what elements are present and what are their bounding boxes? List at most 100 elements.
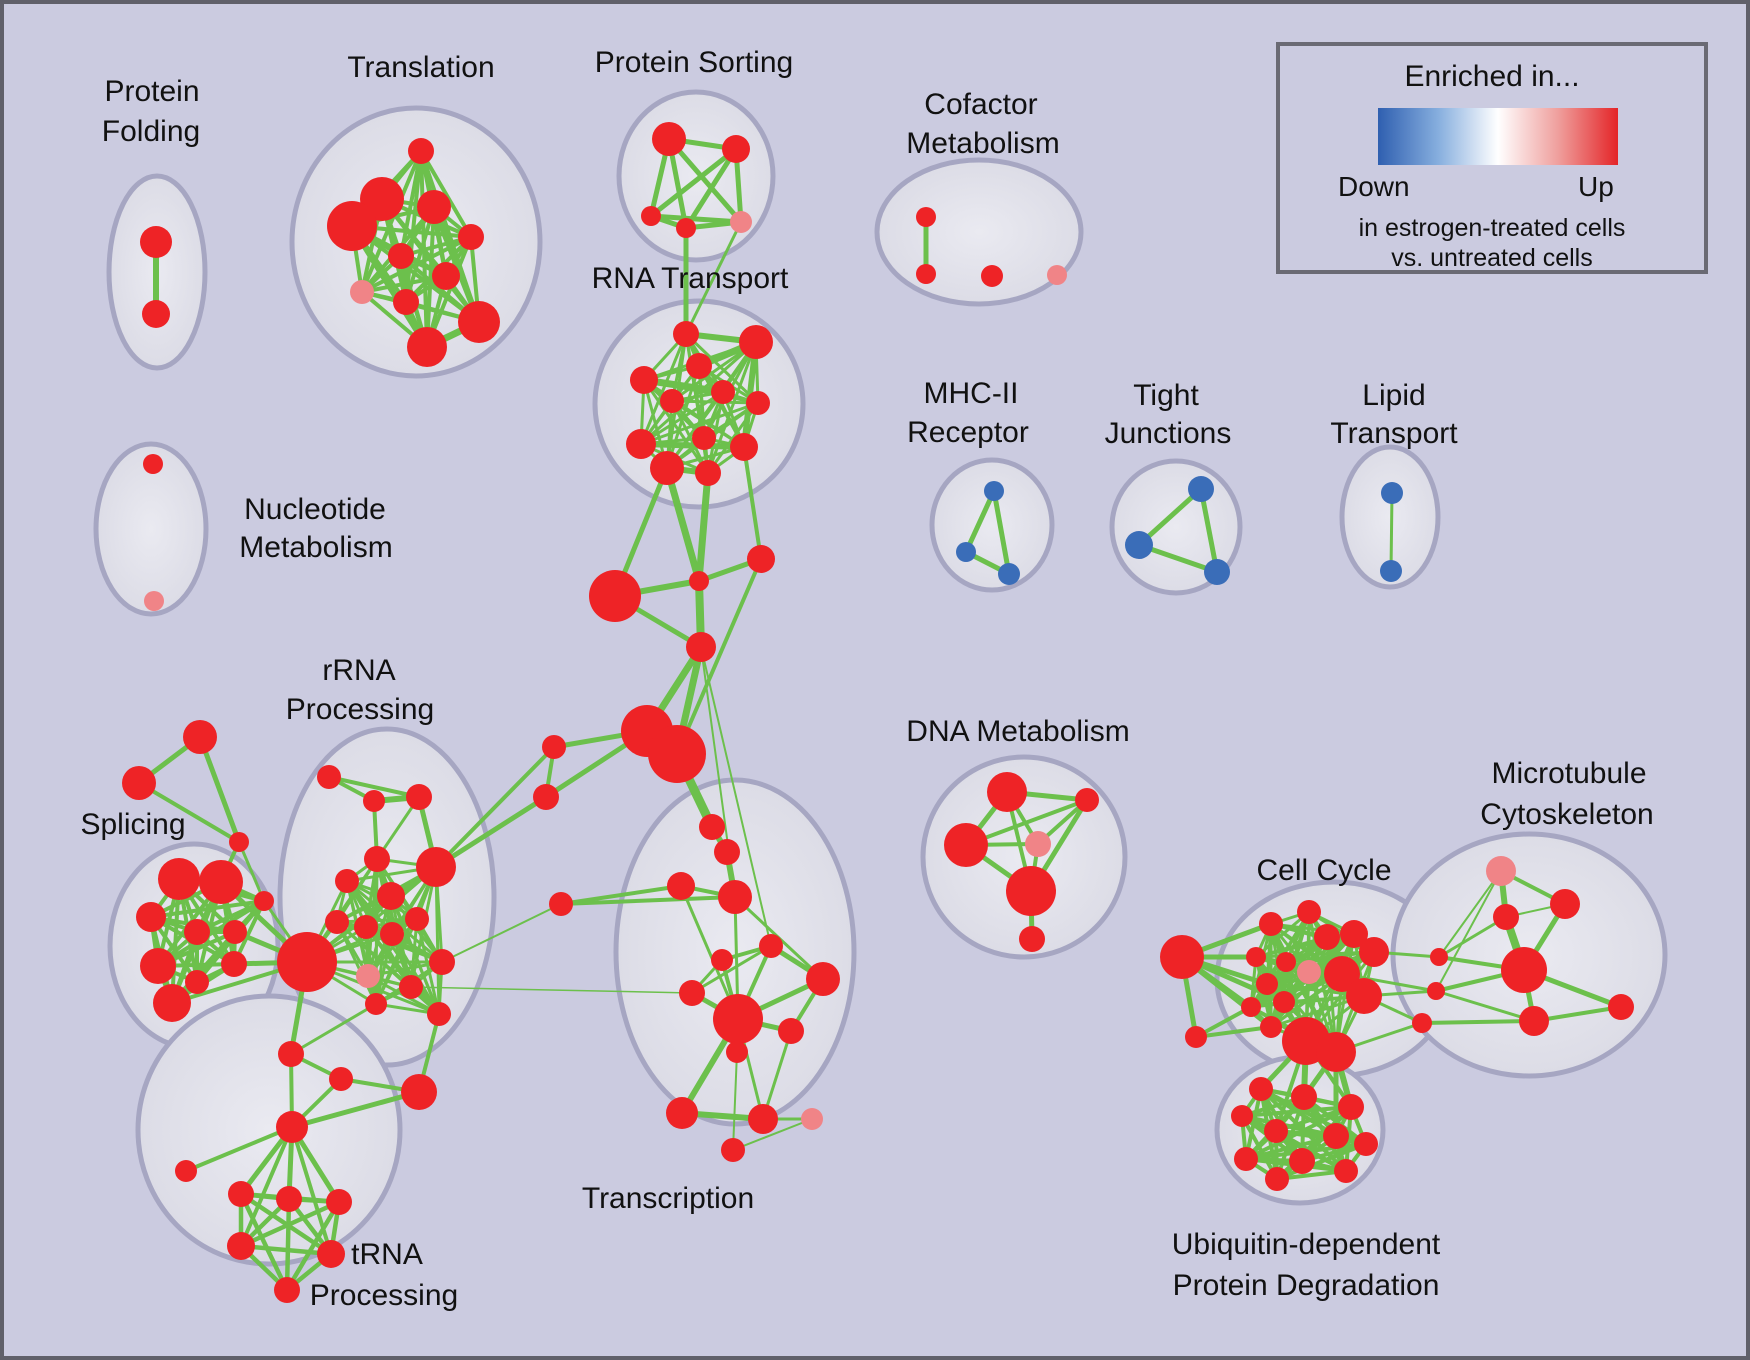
gene-set-node-dm6 [1019,926,1045,952]
gene-set-node-mt6 [1608,994,1634,1020]
gene-set-node-mt1 [1486,856,1516,886]
gene-set-node-cc11 [1346,978,1382,1014]
gene-set-node-tx11 [726,1041,748,1063]
gene-set-node-ub8 [1234,1147,1258,1171]
gene-set-node-rr7 [377,882,405,910]
network-edge [434,745,556,869]
gene-set-node-rt2 [739,325,773,359]
network-edge [335,917,419,924]
network-edge [238,1243,334,1257]
cluster-label-nucleotide-metabolism: Nucleotide [244,493,386,526]
gene-set-node-sp2 [199,860,243,904]
gene-set-node-dm1 [987,772,1027,812]
gene-set-node-tx14 [801,1108,823,1130]
cluster-label-cell-cycle: Cell Cycle [1256,854,1391,887]
gene-set-node-tr3 [417,190,451,224]
network-edge [156,899,266,968]
gene-set-node-rt11 [650,451,684,485]
network-edge [663,464,703,585]
network-edge [639,390,725,446]
network-edge [690,944,773,995]
network-edge [137,781,241,844]
gene-set-node-tr11 [407,327,447,367]
network-edge [237,840,266,903]
cluster-ellipse-mhc-ii-receptor [929,457,1055,593]
cluster-ellipse-lipid-transport [1339,444,1441,590]
gene-set-node-rr6 [335,869,359,893]
gene-set-node-ps1 [652,122,686,156]
network-edge [289,1089,422,1130]
gene-set-node-c3 [589,570,641,622]
network-edge [1198,486,1220,575]
gene-set-node-rt4 [630,366,658,394]
gene-set-node-cc5 [1359,937,1389,967]
cluster-label-lipid-transport: Transport [1330,417,1458,450]
gene-set-node-cc13 [1241,997,1261,1017]
network-edge [639,332,688,446]
gene-set-node-tn1 [278,1041,304,1067]
gene-set-node-sp6 [140,948,176,984]
network-edge [639,401,760,446]
gene-set-node-tn6 [228,1181,254,1207]
gene-set-node-tr5 [458,224,484,250]
gene-set-node-rt7 [746,391,770,415]
legend-box: Enriched in... Down Up in estrogen-treat… [1276,42,1708,274]
cluster-label-tight-junctions: Tight [1133,379,1199,412]
gene-set-node-tj2 [1125,531,1153,559]
gene-set-node-st2 [122,766,156,800]
gene-set-node-tn4 [276,1111,308,1143]
network-edge [1420,1019,1536,1025]
gene-set-node-ub7 [1354,1132,1378,1156]
cluster-label-lipid-transport: Lipid [1362,379,1425,412]
gene-set-node-ub1 [1249,1077,1273,1101]
network-edge [290,1125,333,1256]
gene-set-node-sp8 [185,970,209,994]
gene-set-node-cc10 [1324,956,1360,992]
network-edge [683,146,739,231]
gene-set-node-rt12 [695,460,721,486]
cluster-ellipse-protein-sorting [616,89,776,263]
gene-set-node-ps5 [730,211,752,233]
gene-set-node-tx4 [718,880,752,914]
gene-set-node-pf1 [140,226,172,258]
network-edge [1194,1025,1273,1039]
gene-set-node-mtb1 [1430,948,1448,966]
gene-set-node-rr3 [406,784,432,810]
network-edge [666,136,744,225]
network-edge [670,340,758,403]
cluster-label-translation: Translation [347,51,494,84]
gene-set-node-ub4 [1231,1105,1253,1127]
gene-set-node-sp9 [153,984,191,1022]
network-edge [1240,1105,1353,1118]
gene-set-node-tx6 [759,934,783,958]
gene-set-node-rt8 [692,426,716,450]
gene-set-node-rr12 [429,949,455,975]
network-edge [700,646,772,947]
gene-set-node-mh1 [984,481,1004,501]
network-edge [239,1125,294,1248]
gene-set-node-cc3 [1314,924,1340,950]
gene-set-node-ps2 [722,135,750,163]
gene-set-node-tn10 [317,1240,345,1268]
gene-set-node-rt3 [686,353,712,379]
gene-set-node-tx13 [748,1104,778,1134]
network-edge [695,469,712,585]
network-edge [684,332,760,405]
gene-set-node-tn5 [175,1160,197,1182]
network-edge [1437,915,1508,959]
gene-set-node-c1 [689,571,709,591]
cluster-label-microtubule-cytoskeleton: Microtubule [1491,757,1646,790]
network-edge [1275,1142,1368,1181]
network-edge [1434,989,1536,1023]
cluster-label-trna-processing: tRNA [351,1238,423,1271]
network-edge [761,1029,793,1121]
gene-set-node-lt1 [1381,482,1403,504]
gene-set-node-rt6 [711,380,735,404]
network-edge [238,1199,342,1249]
gene-set-node-cc9 [1276,952,1296,972]
cluster-label-cofactor-metabolism: Metabolism [906,127,1059,160]
legend-subtitle: in estrogen-treated cells vs. untreated … [1358,214,1626,272]
gene-set-node-cc7 [1256,973,1278,995]
gene-set-node-c4 [686,632,716,662]
